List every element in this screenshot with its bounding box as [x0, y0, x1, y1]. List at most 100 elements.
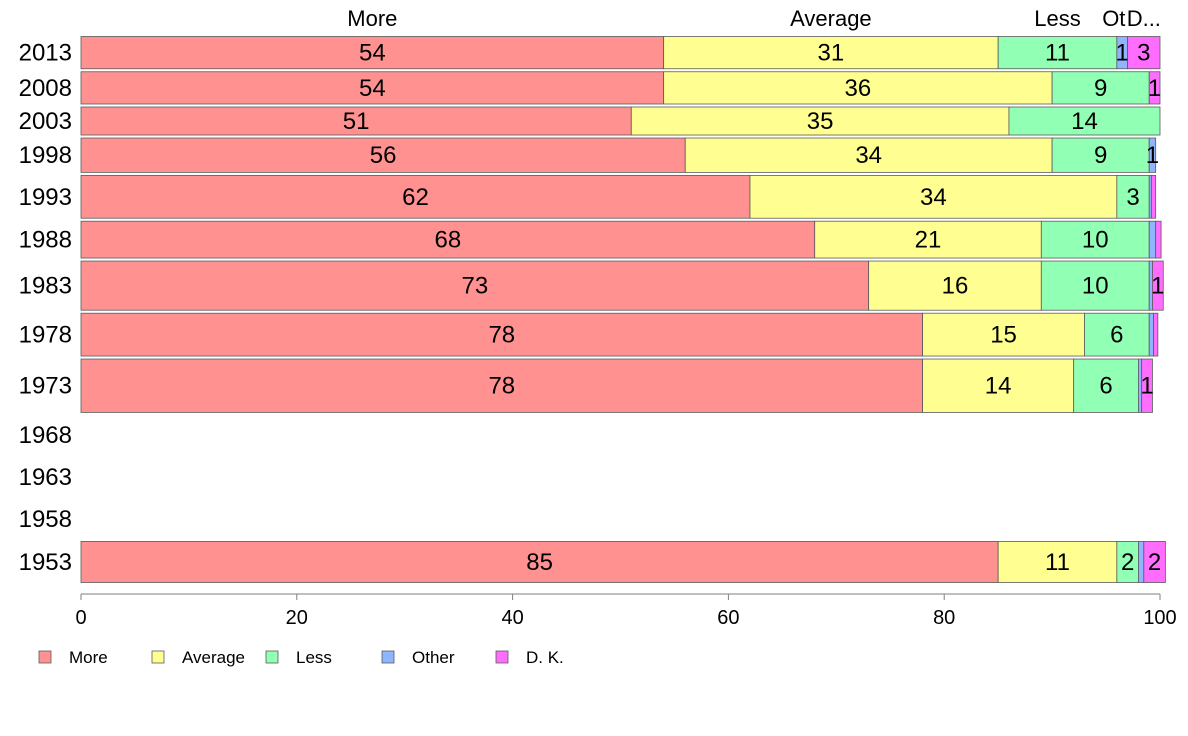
x-tick-label: 20: [286, 607, 308, 629]
y-tick-label: 1993: [19, 184, 72, 211]
bar-segment-other: [1148, 220, 1157, 259]
legend-swatch: [38, 650, 52, 664]
y-tick-label: 1953: [19, 549, 72, 576]
data-label: 1: [1151, 273, 1164, 300]
series-header-label: D...: [1127, 6, 1161, 31]
bar-segment-d-k: [1141, 358, 1153, 413]
data-label: 34: [920, 184, 947, 211]
bar-segment-more: [80, 260, 870, 311]
bar-segment-less: [1073, 358, 1139, 413]
y-tick-label: 1998: [19, 142, 72, 169]
bar-segment-more: [80, 541, 999, 583]
data-label: 78: [488, 322, 515, 349]
bar-segment-average: [814, 220, 1042, 259]
bar-segment-other: [1148, 312, 1154, 357]
y-tick-label: 2008: [19, 75, 72, 102]
data-label: 10: [1082, 273, 1109, 300]
data-label: 14: [1071, 108, 1098, 135]
bar-segment-average: [684, 137, 1053, 173]
bar-segment-other: [1138, 541, 1145, 583]
data-label: 1: [1116, 40, 1129, 67]
data-label: 73: [461, 273, 488, 300]
data-label: 78: [488, 373, 515, 400]
bar-segment-other: [1148, 137, 1157, 173]
data-label: 51: [343, 108, 370, 135]
series-header-labels: More Average Less Ot D...: [347, 6, 1161, 31]
bar-segment-less: [1040, 220, 1150, 259]
series-header-label: Average: [790, 6, 872, 31]
bar-segment-d-k: [1127, 36, 1161, 70]
x-tick-label: 40: [501, 607, 523, 629]
data-label: 36: [845, 75, 872, 102]
bar-segment-less: [1084, 312, 1150, 357]
data-label: 62: [402, 184, 429, 211]
bar-segment-more: [80, 71, 665, 105]
legend-swatch: [151, 650, 165, 664]
bar-segment-average: [749, 174, 1118, 219]
bar-segment-d-k: [1153, 312, 1159, 357]
legend: More Average Less Other D. K.: [38, 648, 564, 667]
data-label: 1: [1146, 142, 1159, 169]
legend-label: Other: [412, 648, 455, 667]
data-label: 2: [1121, 549, 1134, 576]
bar-segment-less: [1040, 260, 1150, 311]
y-tick-label: 1968: [19, 422, 72, 449]
bar-segment-d-k: [1148, 71, 1161, 105]
data-label: 3: [1137, 40, 1150, 67]
bar-segment-less: [997, 36, 1118, 70]
bar-segment-less: [1051, 137, 1150, 173]
series-header-label: Less: [1034, 6, 1080, 31]
data-label: 3: [1126, 184, 1139, 211]
bar-segment-d-k: [1155, 220, 1162, 259]
bar-segment-average: [663, 71, 1053, 105]
legend-label: More: [69, 648, 108, 667]
data-label: 68: [435, 227, 462, 254]
y-tick-label: 2013: [19, 40, 72, 67]
data-label: 11: [1045, 40, 1070, 67]
x-tick-label: 60: [717, 607, 739, 629]
data-label: 16: [942, 273, 969, 300]
data-label: 54: [359, 40, 386, 67]
data-label: 34: [855, 142, 882, 169]
x-tick-label: 100: [1143, 607, 1176, 629]
series-header-label: Ot: [1102, 6, 1125, 31]
bar-segment-average: [922, 312, 1085, 357]
bar-segment-more: [80, 312, 924, 357]
bar-segment-more: [80, 137, 686, 173]
bar-segment-less: [1008, 106, 1161, 136]
data-label: 9: [1094, 142, 1107, 169]
data-label: 1: [1148, 75, 1161, 102]
y-axis-labels: 2013 2008 2003 1998 1993 1988 1983 1978 1973 1968…: [19, 40, 72, 576]
data-label: 56: [370, 142, 397, 169]
data-label: 15: [990, 322, 1017, 349]
y-tick-label: 1973: [19, 373, 72, 400]
data-label: 35: [807, 108, 834, 135]
bar-segment-d-k: [1150, 174, 1157, 219]
legend-swatch: [265, 650, 279, 664]
data-label: 14: [985, 373, 1012, 400]
data-label: 11: [1045, 549, 1070, 576]
data-label: 54: [359, 75, 386, 102]
data-label: 2: [1148, 549, 1161, 576]
legend-label: Less: [296, 648, 332, 667]
bar-segment-average: [922, 358, 1075, 413]
data-label: 6: [1099, 373, 1112, 400]
legend-swatch: [381, 650, 395, 664]
bar-segment-average: [630, 106, 1010, 136]
legend-swatch: [495, 650, 509, 664]
bar-segment-more: [80, 358, 924, 413]
bar-segment-average: [997, 541, 1118, 583]
x-axis: 0 20 40 60 80 100: [75, 593, 1177, 629]
x-tick-label: 80: [933, 607, 955, 629]
data-label: 31: [818, 40, 845, 67]
bar-segment-less: [1051, 71, 1150, 105]
y-tick-label: 1983: [19, 273, 72, 300]
bar-segment-d-k: [1152, 260, 1164, 311]
legend-label: D. K.: [526, 648, 564, 667]
series-header-label: More: [347, 6, 397, 31]
bar-segment-less: [1116, 174, 1150, 219]
data-label: 85: [526, 549, 553, 576]
data-label: 21: [915, 227, 942, 254]
bar-segment-d-k: [1143, 541, 1166, 583]
